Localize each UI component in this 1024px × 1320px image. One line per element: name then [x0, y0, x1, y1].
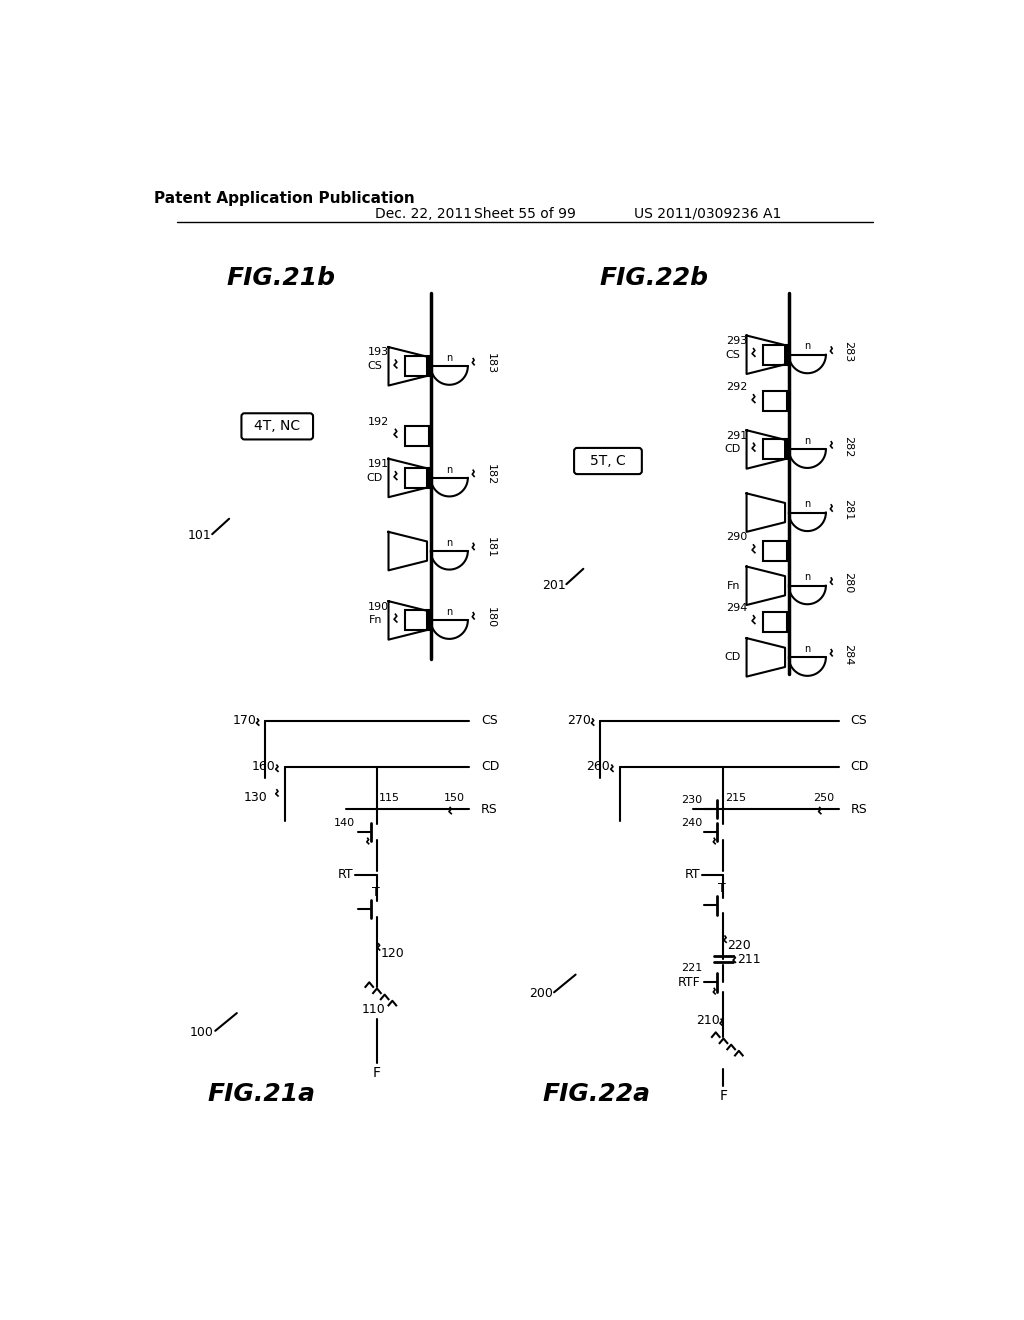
FancyBboxPatch shape	[242, 413, 313, 440]
Text: US 2011/0309236 A1: US 2011/0309236 A1	[635, 207, 781, 220]
Bar	[404, 610, 429, 631]
Text: 292: 292	[726, 381, 748, 392]
Text: n: n	[804, 436, 811, 446]
Bar	[763, 345, 787, 364]
Text: F: F	[373, 1067, 381, 1080]
Text: T: T	[372, 886, 379, 899]
Text: FIG.21b: FIG.21b	[226, 265, 335, 290]
Text: 270: 270	[567, 714, 591, 727]
Text: 191: 191	[369, 459, 389, 469]
Text: 200: 200	[528, 987, 553, 1001]
Text: CD: CD	[367, 473, 382, 483]
Bar	[763, 391, 787, 411]
Bar	[404, 469, 429, 488]
Bar	[763, 612, 787, 632]
Text: 140: 140	[334, 818, 355, 828]
Text: CD: CD	[724, 652, 740, 663]
Text: n: n	[804, 573, 811, 582]
Text: Sheet 55 of 99: Sheet 55 of 99	[474, 207, 575, 220]
Text: 150: 150	[443, 793, 465, 804]
Text: n: n	[446, 352, 453, 363]
Text: 221: 221	[681, 964, 701, 973]
Text: 220: 220	[727, 939, 751, 952]
Text: 260: 260	[587, 760, 610, 774]
Text: F: F	[720, 1089, 727, 1104]
Text: n: n	[446, 537, 453, 548]
Text: 250: 250	[813, 793, 835, 804]
Text: 201: 201	[542, 579, 565, 593]
Text: Dec. 22, 2011: Dec. 22, 2011	[375, 207, 472, 220]
Text: n: n	[446, 607, 453, 616]
Text: 110: 110	[361, 1003, 385, 1016]
Text: 281: 281	[844, 499, 854, 520]
Text: RT: RT	[685, 869, 700, 880]
Text: CS: CS	[851, 714, 867, 727]
Text: 291: 291	[726, 430, 748, 441]
Text: 294: 294	[726, 603, 748, 612]
Text: n: n	[804, 342, 811, 351]
Text: 284: 284	[844, 644, 854, 665]
Text: 120: 120	[381, 946, 404, 960]
Text: FIG.22b: FIG.22b	[600, 265, 709, 290]
Text: n: n	[804, 644, 811, 653]
Bar	[763, 541, 787, 561]
Text: 4T, NC: 4T, NC	[254, 420, 300, 433]
Text: 282: 282	[844, 436, 854, 457]
FancyBboxPatch shape	[574, 447, 642, 474]
Text: CD: CD	[724, 445, 740, 454]
Text: CD: CD	[481, 760, 500, 774]
Text: 182: 182	[485, 465, 496, 486]
Text: Patent Application Publication: Patent Application Publication	[155, 191, 415, 206]
Text: 240: 240	[681, 818, 701, 828]
Text: 193: 193	[369, 347, 389, 358]
Text: 5T, C: 5T, C	[590, 454, 626, 469]
Text: 115: 115	[379, 793, 399, 804]
Text: 290: 290	[726, 532, 748, 543]
Text: 211: 211	[737, 953, 761, 966]
Text: RT: RT	[338, 869, 354, 880]
Text: FIG.22a: FIG.22a	[543, 1082, 650, 1106]
Text: RS: RS	[851, 803, 867, 816]
Text: 100: 100	[189, 1026, 214, 1039]
Text: 180: 180	[485, 607, 496, 628]
Text: CS: CS	[726, 350, 740, 360]
Text: RS: RS	[481, 803, 498, 816]
Text: 190: 190	[369, 602, 389, 611]
Text: n: n	[446, 465, 453, 475]
Text: 210: 210	[696, 1014, 720, 1027]
Text: 101: 101	[187, 529, 211, 543]
Text: Fn: Fn	[369, 615, 382, 626]
Text: 280: 280	[844, 572, 854, 593]
Text: 230: 230	[681, 795, 701, 805]
Text: n: n	[804, 499, 811, 510]
Text: 181: 181	[485, 537, 496, 558]
Text: 170: 170	[232, 714, 256, 727]
Text: RTF: RTF	[678, 975, 700, 989]
Text: FIG.21a: FIG.21a	[208, 1082, 315, 1106]
Bar	[763, 440, 787, 459]
Text: CD: CD	[851, 760, 869, 774]
Text: CS: CS	[368, 362, 382, 371]
Text: 183: 183	[485, 352, 496, 374]
Text: 293: 293	[726, 335, 748, 346]
Text: 130: 130	[244, 791, 267, 804]
Text: 283: 283	[844, 341, 854, 362]
Text: 192: 192	[368, 417, 389, 426]
Text: T: T	[718, 882, 726, 895]
Text: Fn: Fn	[727, 581, 740, 591]
Bar	[404, 356, 429, 376]
Text: 215: 215	[725, 793, 746, 804]
Text: 160: 160	[252, 760, 275, 774]
Text: CS: CS	[481, 714, 498, 727]
Bar	[404, 425, 429, 446]
